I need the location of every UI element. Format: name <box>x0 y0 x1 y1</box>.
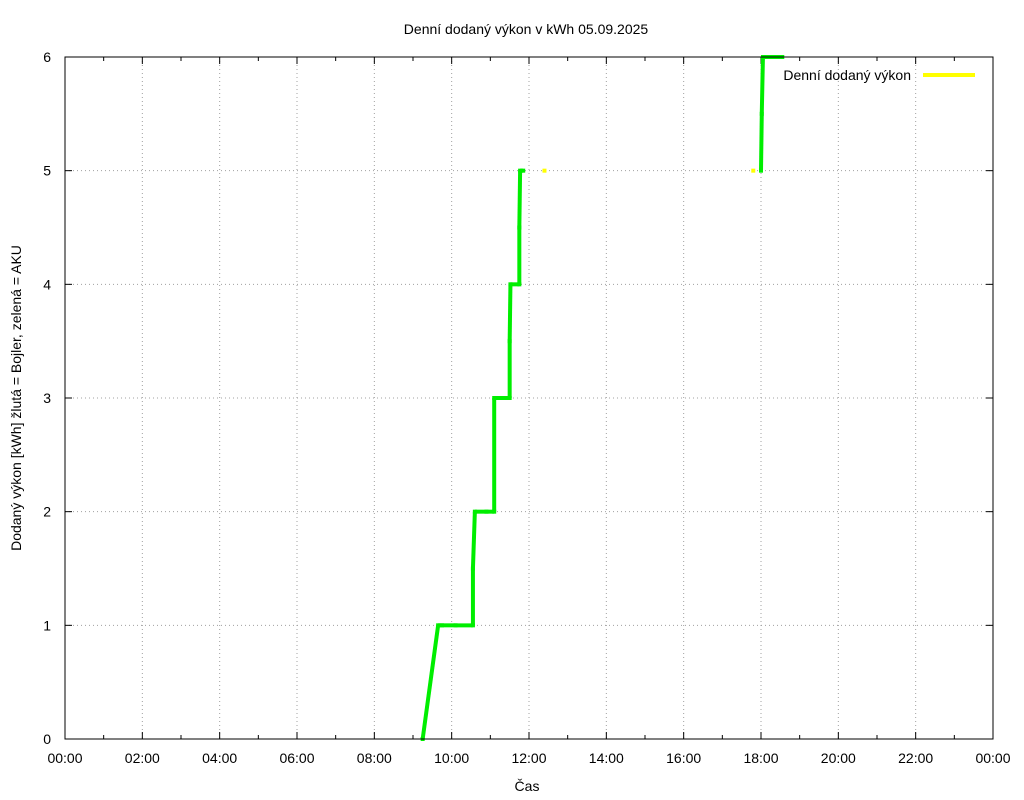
x-tick-label: 16:00 <box>666 750 701 766</box>
x-tick-label: 14:00 <box>589 750 624 766</box>
x-tick-label: 00:00 <box>47 750 82 766</box>
tick-labels: 00:00 02:00 04:00 06:00 08:00 10:00 12:00 14:00… <box>43 49 1011 766</box>
y-tick-label: 0 <box>43 731 51 747</box>
x-tick-label: 20:00 <box>821 750 856 766</box>
y-axis-label: Dodaný výkon [kWh] žlutá = Bojler, zelen… <box>8 245 24 551</box>
x-tick-label: 10:00 <box>434 750 469 766</box>
chart-title: Denní dodaný výkon v kWh 05.09.2025 <box>404 21 649 37</box>
series-segment <box>420 625 441 740</box>
x-tick-label: 08:00 <box>357 750 392 766</box>
x-tick-label: 12:00 <box>511 750 546 766</box>
y-tick-label: 2 <box>43 504 51 520</box>
grid-lines <box>65 57 993 739</box>
data-point <box>751 168 756 173</box>
y-tick-label: 3 <box>43 390 51 406</box>
x-axis-label: Čas <box>515 778 540 794</box>
data-point <box>542 168 547 173</box>
y-tick-label: 5 <box>43 163 51 179</box>
series-segment <box>759 113 764 171</box>
x-tick-label: 06:00 <box>279 750 314 766</box>
plot-frame <box>64 56 994 740</box>
series-segment <box>759 56 765 114</box>
series-segment <box>507 284 513 342</box>
x-tick-label: 22:00 <box>898 750 933 766</box>
x-tick-label: 18:00 <box>743 750 778 766</box>
series-segment <box>517 170 523 228</box>
series-segment <box>470 511 477 569</box>
series-0 <box>542 168 756 173</box>
x-tick-label: 02:00 <box>125 750 160 766</box>
x-tick-label: 00:00 <box>975 750 1010 766</box>
y-tick-label: 4 <box>43 276 51 292</box>
y-tick-label: 1 <box>43 617 51 633</box>
x-tick-label: 04:00 <box>202 750 237 766</box>
legend: Denní dodaný výkon <box>783 67 975 83</box>
y-tick-label: 6 <box>43 49 51 65</box>
legend-label: Denní dodaný výkon <box>783 67 911 83</box>
